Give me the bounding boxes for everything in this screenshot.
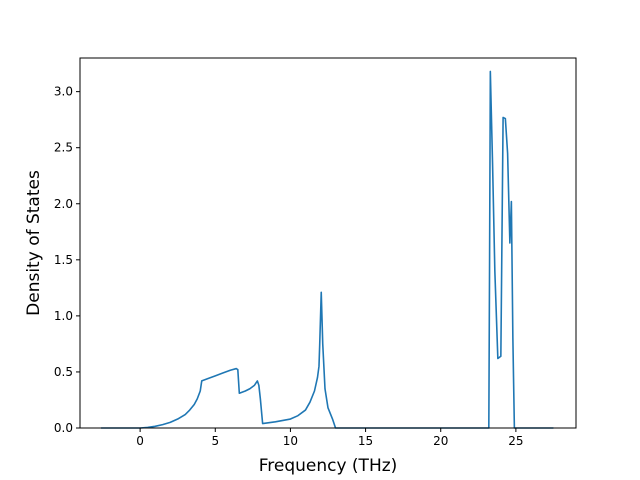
y-axis-label: Density of States	[24, 170, 44, 316]
plot-area	[101, 70, 554, 429]
y-axis: 0.0 0.5 1.0 1.5 2.0 2.5 3.0	[54, 85, 80, 435]
x-axis-label: Frequency (THz)	[259, 456, 398, 476]
y-tick-label: 3.0	[54, 85, 73, 99]
y-tick-label: 2.0	[54, 197, 73, 211]
x-tick-label: 25	[508, 434, 523, 448]
x-tick-label: 0	[136, 434, 144, 448]
x-tick-label: 5	[211, 434, 219, 448]
y-tick-label: 2.5	[54, 141, 73, 155]
axes-frame	[79, 57, 577, 429]
x-tick-label: 15	[358, 434, 373, 448]
y-tick-label: 0.5	[54, 365, 73, 379]
y-tick-label: 1.5	[54, 253, 73, 267]
x-tick-label: 20	[433, 434, 448, 448]
y-tick-label: 1.0	[54, 309, 73, 323]
dos-series-line	[101, 70, 554, 429]
x-tick-label: 10	[283, 434, 298, 448]
y-tick-label: 0.0	[54, 421, 73, 435]
x-axis: 0 5 10 15 20 25	[136, 428, 524, 448]
